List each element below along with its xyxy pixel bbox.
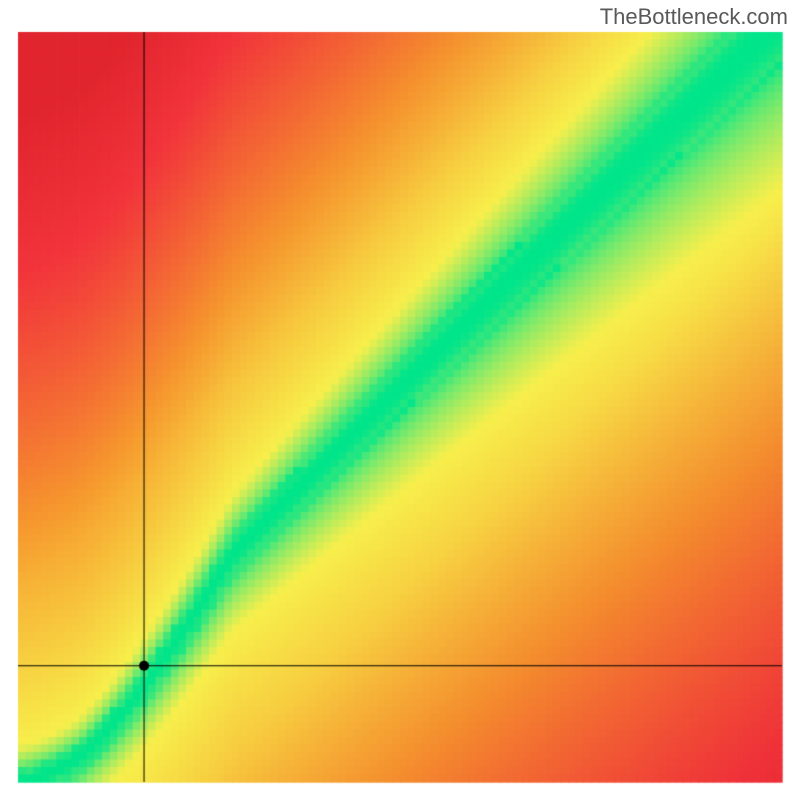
watermark-text: TheBottleneck.com xyxy=(600,4,788,30)
chart-container: TheBottleneck.com xyxy=(0,0,800,800)
bottleneck-heatmap xyxy=(0,0,800,800)
